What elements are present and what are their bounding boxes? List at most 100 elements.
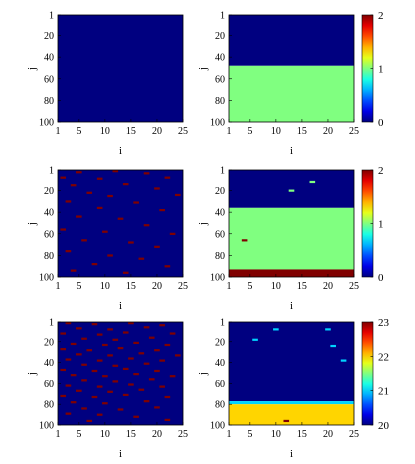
data-mark [81,363,87,366]
x-tick-label: 10 [100,429,110,440]
data-mark [133,373,139,376]
data-mark [330,344,336,348]
y-tick-label: 60 [44,229,54,240]
data-mark [154,187,160,190]
x-tick-label: 20 [323,281,333,292]
y-tick-label: 60 [215,379,225,390]
band-0 [229,15,354,66]
data-mark [128,241,134,244]
y-tick-label: 80 [44,400,54,411]
x-tick-label: 15 [126,126,136,137]
data-mark [117,217,124,220]
x-tick-label: 10 [100,281,110,292]
data-mark [70,269,77,272]
data-mark [70,401,77,404]
data-mark [143,362,150,365]
y-tick-label: 20 [44,186,54,197]
y-tick-label: 40 [44,53,54,64]
data-mark [65,384,72,387]
x-tick-label: 5 [76,126,81,137]
y-tick-label: 40 [215,53,225,64]
y-tick-label: 60 [44,74,54,85]
data-mark [65,322,72,325]
y-axis-label: j [197,67,209,71]
data-mark [70,184,77,187]
x-tick-label: 5 [247,281,252,292]
colorbar: 2 1 0 [361,10,384,129]
data-mark [81,407,87,410]
y-axis-label: j [26,372,38,376]
data-mark [128,357,134,360]
data-mark [112,364,119,367]
data-mark [138,388,145,391]
y-tick-label: 80 [44,251,54,262]
data-mark [143,172,150,175]
data-mark [76,171,82,174]
data-mark [122,367,129,371]
data-mark [164,343,171,347]
y-tick-label: 100 [39,118,54,129]
x-tick-label: 20 [152,126,162,137]
data-mark [138,352,145,355]
data-mark [169,232,176,235]
data-mark [76,327,82,330]
colorbar-tick-label: 21 [378,386,389,398]
band-0 [229,170,354,208]
x-tick-label: 20 [323,429,333,440]
y-tick-label: 1 [49,318,54,329]
data-mark [102,375,108,378]
x-tick-label: 1 [227,429,232,440]
data-mark [86,191,93,194]
data-mark [133,341,139,345]
y-tick-label: 1 [220,318,225,329]
data-mark [65,200,72,203]
colorbar-tick-label: 1 [378,64,384,76]
data-mark [309,180,316,184]
data-mark [96,359,103,362]
data-mark [81,379,87,382]
band-0 [58,322,183,425]
colorbar-tick-label: 20 [378,420,390,432]
data-mark [148,336,155,339]
data-mark [107,194,113,198]
data-mark [102,230,108,233]
x-tick-label: 10 [271,126,281,137]
band-2 [229,269,354,277]
data-mark [122,393,129,397]
data-mark [154,406,160,409]
data-mark [60,368,67,372]
x-axis-label: i [290,300,293,312]
x-tick-label: 5 [76,429,81,440]
data-mark [96,385,103,388]
data-mark [60,228,67,231]
data-mark [96,333,103,336]
y-tick-label: 80 [215,400,225,411]
plot-frame [57,321,184,426]
data-mark [133,415,139,418]
y-axis-label: j [197,372,209,376]
x-tick-label: 5 [247,429,252,440]
x-tick-label: 1 [56,281,61,292]
data-mark [107,390,113,393]
data-mark [164,418,171,421]
y-tick-label: 40 [215,208,225,219]
band-0 [58,170,183,277]
data-mark [164,395,171,399]
plot-frame [228,169,355,278]
y-tick-label: 20 [215,31,225,42]
x-tick-label: 25 [349,281,359,292]
data-mark [288,189,295,192]
x-tick-label: 5 [247,126,252,137]
data-mark [76,215,82,218]
data-mark [91,323,98,326]
colorbar-tick-label: 2 [378,165,384,177]
data-mark [96,206,103,210]
y-tick-label: 20 [44,31,54,42]
data-mark [107,354,113,357]
x-tick-label: 20 [152,281,162,292]
data-mark [76,389,82,392]
data-mark [122,183,129,186]
